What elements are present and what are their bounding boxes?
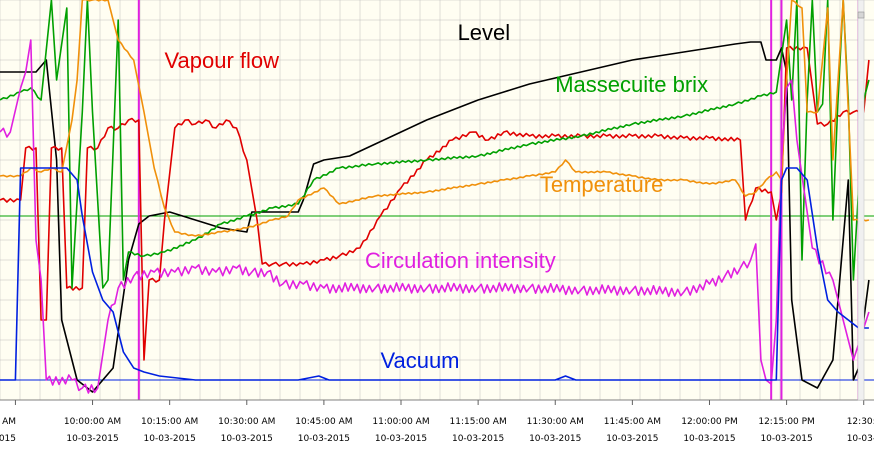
vacuum-label: Vacuum [380,348,459,373]
vacuum-line [0,167,869,381]
x-tick-date-label: 10-03-2 [847,434,874,444]
x-tick-date-label: 10-03-2015 [375,434,427,444]
x-tick-time-label: 10:30:00 AM [218,417,275,427]
massecuite-brix-line [0,0,870,289]
massecuite-brix-label: Massecuite brix [555,72,708,97]
x-tick-date-label: 015 [0,434,16,444]
x-tick-date-label: 10-03-2015 [452,434,504,444]
vapour-flow-label: Vapour flow [165,48,280,73]
vertical-scrollbar[interactable] [857,0,865,401]
x-tick-time-label: 12:30:0 [847,417,874,427]
x-tick-date-label: 10-03-2015 [144,434,196,444]
x-tick-time-label: 11:30:00 AM [527,417,584,427]
temperature-label: Temperature [540,172,664,197]
level-label: Level [458,20,511,45]
vapour-flow-line [0,45,870,361]
x-tick-time-label: 11:00:00 AM [372,417,429,427]
level-line [0,41,870,393]
x-tick-date-label: 10-03-2015 [298,434,350,444]
chart-grid [0,0,874,401]
scrollbar-thumb[interactable] [857,11,865,19]
circulation-intensity-line [0,39,870,394]
x-tick-time-label: 12:00:00 PM [681,417,737,427]
x-tick-time-label: 10:00:00 AM [64,417,121,427]
x-tick-date-label: 10-03-2015 [606,434,658,444]
data-series [0,0,870,394]
x-tick-date-label: 10-03-2015 [683,434,735,444]
x-tick-date-label: 10-03-2015 [529,434,581,444]
series-labels: Level Vapour flow Massecuite brix Temperatu… [165,20,709,373]
x-tick-time-label: 11:45:00 AM [604,417,661,427]
x-tick-date-label: 10-03-2015 [66,434,118,444]
temperature-line [0,0,870,237]
x-tick-time-label: 10:15:00 AM [141,417,198,427]
x-tick-time-label: 10:45:00 AM [295,417,352,427]
x-tick-time-label: 12:15:00 PM [758,417,814,427]
circulation-intensity-label: Circulation intensity [365,248,556,273]
x-tick-date-label: 10-03-2015 [221,434,273,444]
x-tick-time-label: AM [2,417,16,427]
x-tick-date-label: 10-03-2015 [760,434,812,444]
x-axis: AM 015 10:00:00 AM 10-03-2015 10:15:00 AM 10-… [0,400,874,444]
x-tick-time-label: 11:15:00 AM [450,417,507,427]
